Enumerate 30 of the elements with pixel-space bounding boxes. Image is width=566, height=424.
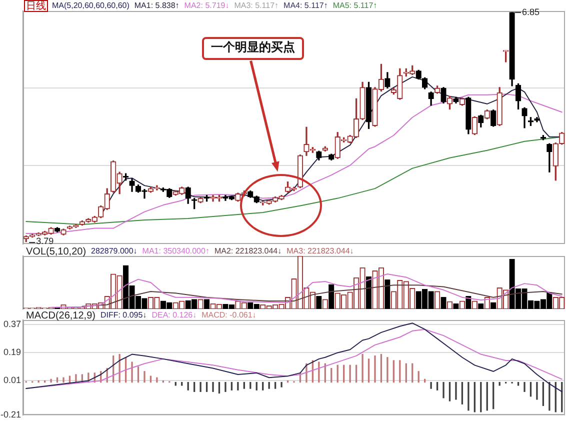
chart-subtitle: 282879.000↓ [91,246,138,256]
text: MA2: 221823.044↓ [214,246,282,256]
bar [204,299,210,309]
chart-title: VOL(5,10,20) [26,246,86,258]
bar [316,296,322,309]
legend-label: MA3: 5.117↑ [234,1,279,10]
chart-title: MACD(26,12,9) [26,310,96,322]
callout-box: 一个明显的买点 [202,36,304,60]
text: MACD: -0.061↓ [202,310,256,320]
text: MA1: 5.838↑ [134,1,180,10]
text: DEA: 0.126↓ [152,310,197,320]
legend-label: MA4: 5.117↑ [284,1,328,10]
bar [440,297,446,309]
annotation: 6.85 [522,6,540,17]
legend-label: MA3: 221823.044↓ [286,246,354,256]
chart-subtitle: MA(5,20,60,60,60,60) [52,1,130,10]
y-tick-label: 0.01 [3,375,21,386]
annotation: 一个明显的买点 [210,40,295,54]
text: MA1: 350340.000↑ [142,246,210,256]
chart-title: 日线 [26,0,46,12]
bar [328,284,334,309]
y-tick-label: -0.21 [0,409,21,420]
bar [384,280,390,309]
bar [466,296,472,309]
text: MA5: 5.117↑ [332,1,378,10]
text: DIFF: 0.095↓ [100,310,147,320]
annotation: 3.79 [36,236,54,246]
text: MA2: 5.719↓ [184,1,230,10]
y-tick-label: 0.19 [3,347,21,358]
y-tick-label: 0.37 [3,319,21,330]
